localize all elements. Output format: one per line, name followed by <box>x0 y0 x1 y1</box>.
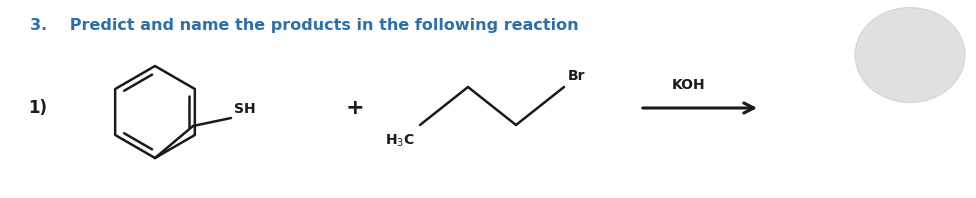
Text: Br: Br <box>568 69 586 83</box>
Text: 3.    Predict and name the products in the following reaction: 3. Predict and name the products in the … <box>30 18 579 33</box>
Text: KOH: KOH <box>672 78 706 92</box>
Text: 1): 1) <box>28 99 47 117</box>
Text: +: + <box>346 98 364 118</box>
Ellipse shape <box>855 8 965 103</box>
Text: H$_3$C: H$_3$C <box>386 133 415 149</box>
Text: SH: SH <box>234 102 256 116</box>
